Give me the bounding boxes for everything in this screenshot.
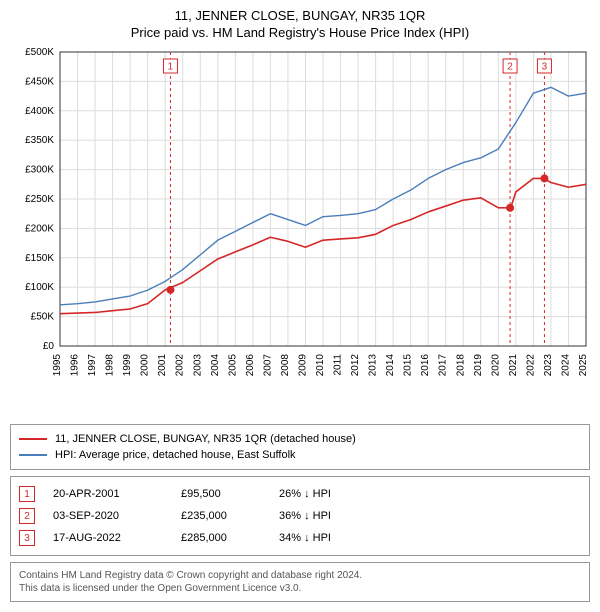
svg-text:2018: 2018 <box>455 354 466 377</box>
svg-text:£50K: £50K <box>31 312 55 323</box>
marker-row: 2 03-SEP-2020 £235,000 36% ↓ HPI <box>19 505 581 527</box>
svg-text:2020: 2020 <box>490 354 501 377</box>
footer-line-1: Contains HM Land Registry data © Crown c… <box>19 569 581 582</box>
svg-text:£400K: £400K <box>25 106 54 117</box>
legend: 11, JENNER CLOSE, BUNGAY, NR35 1QR (deta… <box>10 424 590 470</box>
marker-table: 1 20-APR-2001 £95,500 26% ↓ HPI 2 03-SEP-2020… <box>10 476 590 556</box>
svg-text:£200K: £200K <box>25 223 54 234</box>
svg-text:2000: 2000 <box>140 354 151 377</box>
footer-attribution: Contains HM Land Registry data © Crown c… <box>10 562 590 602</box>
svg-text:2004: 2004 <box>210 354 221 377</box>
svg-text:2019: 2019 <box>473 354 484 377</box>
marker-diff: 36% ↓ HPI <box>279 510 331 522</box>
legend-swatch <box>19 454 47 456</box>
svg-text:£150K: £150K <box>25 253 54 264</box>
legend-swatch <box>19 438 47 440</box>
chart-title-address: 11, JENNER CLOSE, BUNGAY, NR35 1QR <box>10 8 590 23</box>
chart-title-subtitle: Price paid vs. HM Land Registry's House … <box>10 25 590 40</box>
svg-text:3: 3 <box>542 62 548 73</box>
svg-text:2021: 2021 <box>508 354 519 377</box>
marker-diff: 34% ↓ HPI <box>279 532 331 544</box>
svg-text:2023: 2023 <box>543 354 554 377</box>
marker-date: 17-AUG-2022 <box>53 532 163 544</box>
svg-text:2025: 2025 <box>578 354 589 377</box>
svg-text:2012: 2012 <box>350 354 361 377</box>
chart-titles: 11, JENNER CLOSE, BUNGAY, NR35 1QR Price… <box>10 8 590 40</box>
svg-text:2014: 2014 <box>385 354 396 377</box>
svg-text:2002: 2002 <box>175 354 186 377</box>
svg-text:2005: 2005 <box>227 354 238 377</box>
marker-row: 3 17-AUG-2022 £285,000 34% ↓ HPI <box>19 527 581 549</box>
svg-text:2011: 2011 <box>333 354 344 376</box>
svg-text:2003: 2003 <box>192 354 203 377</box>
chart-svg: £0 £50K £100K £150K £200K £250K £300K £350K £400… <box>10 46 590 416</box>
legend-row: 11, JENNER CLOSE, BUNGAY, NR35 1QR (deta… <box>19 431 581 447</box>
marker-number-box: 3 <box>19 530 35 546</box>
legend-label: HPI: Average price, detached house, East… <box>55 449 296 461</box>
svg-text:2017: 2017 <box>438 354 449 377</box>
svg-text:£0: £0 <box>43 341 55 352</box>
svg-text:1997: 1997 <box>87 354 98 377</box>
svg-text:2016: 2016 <box>420 354 431 377</box>
legend-label: 11, JENNER CLOSE, BUNGAY, NR35 1QR (deta… <box>55 433 356 445</box>
svg-text:£250K: £250K <box>25 194 54 205</box>
svg-text:2006: 2006 <box>245 354 256 377</box>
svg-text:2022: 2022 <box>525 354 536 377</box>
marker-date: 03-SEP-2020 <box>53 510 163 522</box>
svg-text:2009: 2009 <box>297 354 308 377</box>
svg-text:1999: 1999 <box>122 354 133 377</box>
svg-text:£100K: £100K <box>25 282 54 293</box>
svg-text:2007: 2007 <box>262 354 273 377</box>
svg-text:2001: 2001 <box>157 354 168 377</box>
svg-text:2024: 2024 <box>560 354 571 377</box>
svg-text:1995: 1995 <box>52 354 63 377</box>
svg-text:2: 2 <box>507 62 513 73</box>
svg-text:£350K: £350K <box>25 135 54 146</box>
svg-text:2008: 2008 <box>280 354 291 377</box>
svg-text:2015: 2015 <box>403 354 414 377</box>
marker-price: £95,500 <box>181 488 261 500</box>
footer-line-2: This data is licensed under the Open Gov… <box>19 582 581 595</box>
line-chart: £0 £50K £100K £150K £200K £250K £300K £350K £400… <box>10 46 590 416</box>
marker-price: £235,000 <box>181 510 261 522</box>
svg-text:2013: 2013 <box>368 354 379 377</box>
svg-text:£450K: £450K <box>25 76 54 87</box>
legend-row: HPI: Average price, detached house, East… <box>19 447 581 463</box>
svg-text:1: 1 <box>168 62 174 73</box>
marker-diff: 26% ↓ HPI <box>279 488 331 500</box>
svg-text:£300K: £300K <box>25 165 54 176</box>
marker-date: 20-APR-2001 <box>53 488 163 500</box>
marker-number-box: 1 <box>19 486 35 502</box>
svg-text:£500K: £500K <box>25 47 54 58</box>
marker-price: £285,000 <box>181 532 261 544</box>
svg-text:1998: 1998 <box>105 354 116 377</box>
svg-text:1996: 1996 <box>70 354 81 377</box>
marker-row: 1 20-APR-2001 £95,500 26% ↓ HPI <box>19 483 581 505</box>
svg-text:2010: 2010 <box>315 354 326 377</box>
marker-number-box: 2 <box>19 508 35 524</box>
